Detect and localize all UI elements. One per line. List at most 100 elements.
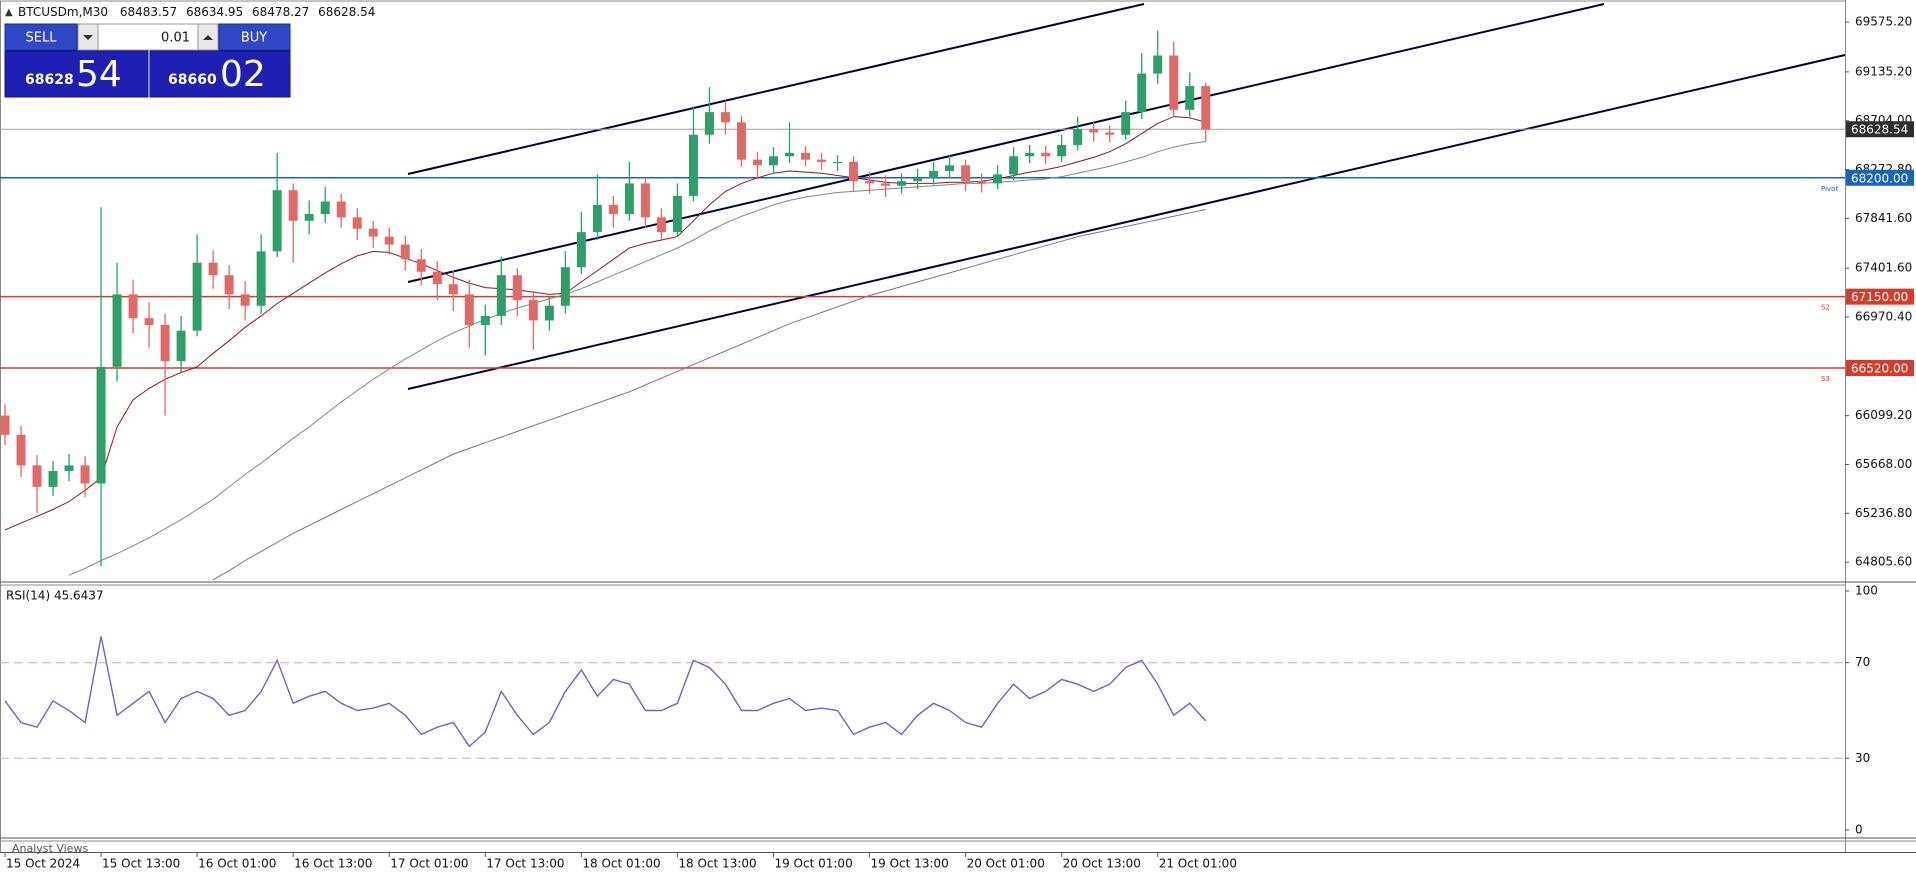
- level-name: Pivot: [1821, 185, 1838, 193]
- candle-body: [0, 415, 10, 435]
- volume-input[interactable]: [97, 23, 199, 51]
- candle-body: [913, 177, 923, 182]
- symbol: BTCUSDm,M30: [18, 5, 108, 19]
- candle-body: [1185, 86, 1195, 110]
- candle-body: [32, 465, 42, 487]
- candle-body: [368, 228, 378, 237]
- y-tick-label: 69135.20: [1855, 64, 1912, 78]
- moving-average: [212, 209, 1206, 581]
- candle-body: [1025, 152, 1035, 157]
- sell-label[interactable]: SELL: [26, 31, 58, 46]
- candle-body: [752, 159, 762, 166]
- ask-box[interactable]: [149, 50, 291, 98]
- candle-body: [784, 152, 794, 157]
- candle-body: [16, 434, 26, 466]
- y-tick-label: 67841.60: [1855, 211, 1912, 225]
- candle-body: [1089, 129, 1099, 133]
- trend-line: [407, 54, 1846, 390]
- ask-main[interactable]: 68660: [168, 72, 217, 88]
- level-label: 68200.00: [1851, 171, 1908, 185]
- candle-body: [336, 201, 346, 218]
- y-tick-label: 100: [1855, 584, 1878, 598]
- bottom-tab[interactable]: Analyst Views: [12, 842, 88, 855]
- sell-button[interactable]: [4, 23, 78, 51]
- high-value: 68634.95: [186, 5, 243, 19]
- level-label: 66520.00: [1851, 361, 1908, 375]
- x-tick-label: 18 Oct 01:00: [582, 857, 660, 871]
- x-tick-label: 15 Oct 2024: [6, 857, 80, 871]
- moving-average: [68, 141, 1206, 576]
- candle-body: [688, 134, 698, 196]
- candle-body: [528, 300, 538, 321]
- candle-body: [849, 161, 859, 182]
- candle-body: [464, 294, 474, 325]
- candle-body: [560, 267, 570, 306]
- symbol-header: BTCUSDm,M30 68483.57 68634.95 68478.27 6…: [18, 5, 375, 19]
- candle-body: [544, 305, 554, 321]
- trend-line: [407, 3, 1145, 175]
- candle-body: [304, 214, 314, 221]
- candle-body: [384, 236, 394, 245]
- candle-body: [1009, 156, 1019, 175]
- y-tick-label: 67401.60: [1855, 261, 1912, 275]
- volume-down-icon: [83, 35, 93, 40]
- candle-body: [576, 232, 586, 268]
- candle-body: [512, 275, 522, 301]
- candle-body: [1201, 86, 1211, 130]
- candle-body: [833, 161, 843, 163]
- candle-body: [977, 181, 987, 184]
- bid-box[interactable]: [4, 50, 149, 98]
- volume-value[interactable]: 0.01: [161, 31, 190, 46]
- y-tick-label: 30: [1855, 751, 1870, 765]
- trend-line: [407, 3, 1605, 283]
- candle-body: [608, 204, 618, 215]
- candle-body: [865, 181, 875, 184]
- candle-body: [176, 330, 186, 362]
- open-value: 68483.57: [120, 5, 177, 19]
- x-tick-label: 17 Oct 01:00: [390, 857, 468, 871]
- buy-label[interactable]: BUY: [241, 31, 267, 46]
- rsi-line: [4, 636, 1207, 748]
- low-value: 68478.27: [252, 5, 309, 19]
- ask-pips[interactable]: 02: [220, 54, 266, 95]
- y-tick-label: 69575.20: [1855, 15, 1912, 29]
- candle-body: [80, 465, 90, 484]
- candle-body: [320, 201, 330, 215]
- candle-body: [496, 275, 506, 316]
- close-value: 68628.54: [318, 5, 375, 19]
- y-tick-label: 0: [1855, 823, 1863, 837]
- candle-body: [1073, 129, 1083, 145]
- x-tick-label: 16 Oct 13:00: [294, 857, 372, 871]
- candle-body: [929, 170, 939, 178]
- candle-body: [897, 181, 907, 186]
- candle-body: [160, 324, 170, 362]
- collapse-icon[interactable]: ▲: [5, 7, 13, 18]
- candle-body: [736, 122, 746, 160]
- candle-body: [480, 315, 490, 325]
- candle-body: [656, 217, 666, 233]
- bid-main[interactable]: 68628: [25, 72, 74, 88]
- buy-button[interactable]: [218, 23, 291, 51]
- moving-average: [4, 116, 1206, 531]
- x-tick-label: 20 Oct 13:00: [1063, 857, 1141, 871]
- bid-pips[interactable]: 54: [76, 54, 122, 95]
- candle-body: [768, 156, 778, 166]
- y-tick-label: 66099.20: [1855, 408, 1912, 422]
- candle-body: [208, 262, 218, 276]
- candle-body: [592, 204, 602, 233]
- candle-body: [1105, 132, 1115, 135]
- y-tick-label: 65668.00: [1855, 457, 1912, 471]
- candle-body: [1121, 112, 1131, 135]
- candle-body: [128, 294, 138, 319]
- candle-body: [961, 165, 971, 182]
- current-price-box: [1846, 121, 1914, 138]
- candle-body: [240, 294, 250, 306]
- x-tick-label: 19 Oct 01:00: [774, 857, 852, 871]
- candle-body: [993, 174, 1003, 184]
- y-tick-label: 65236.80: [1855, 506, 1912, 520]
- candle-body: [400, 244, 410, 260]
- candle-body: [817, 159, 827, 162]
- y-tick-label: 70: [1855, 655, 1870, 669]
- candle-body: [881, 183, 891, 186]
